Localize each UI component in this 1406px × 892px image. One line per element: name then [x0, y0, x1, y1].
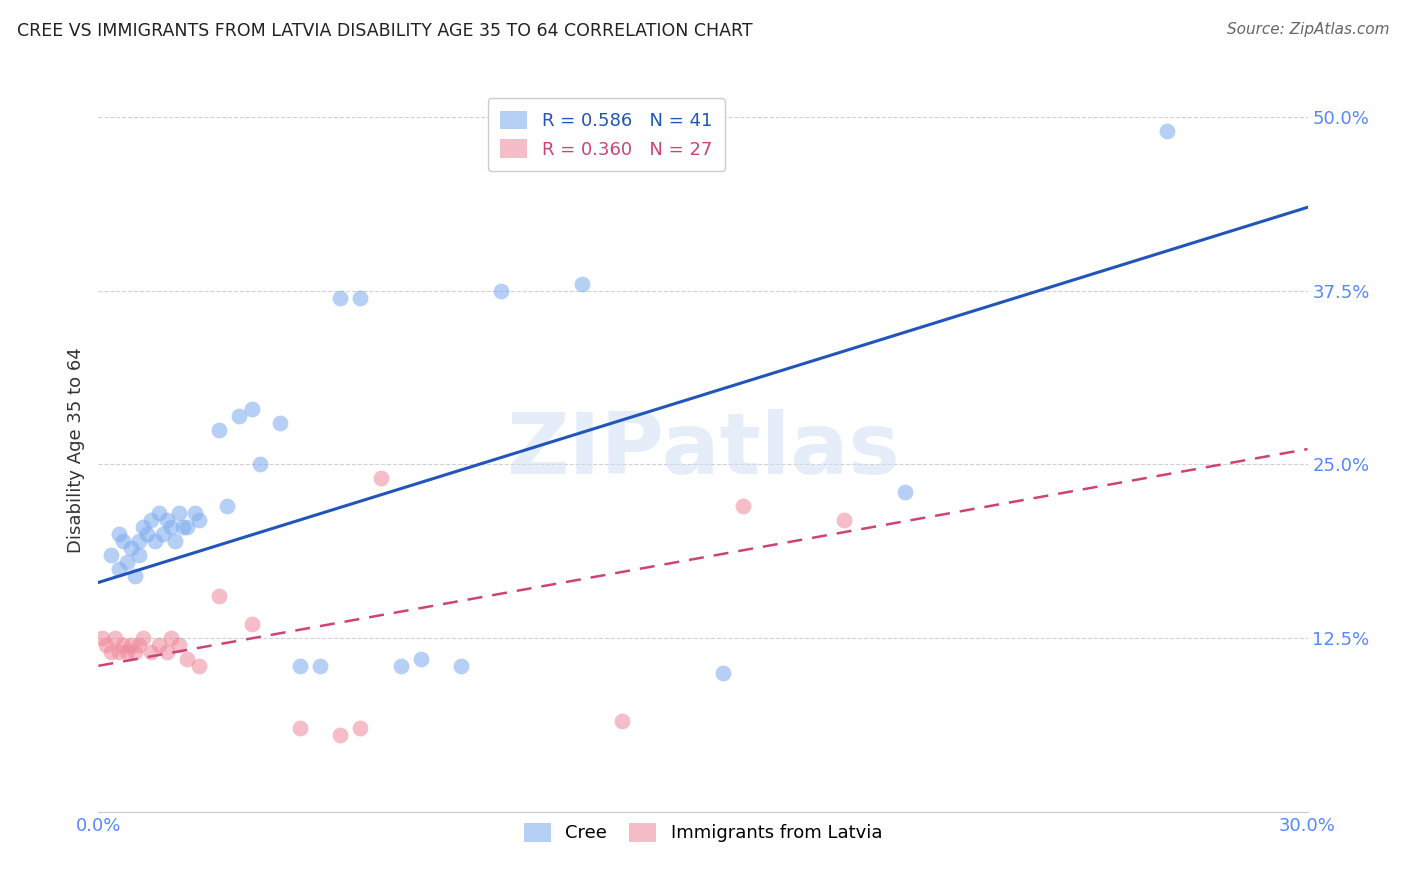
Point: [128, 638, 150, 652]
Point: [128, 533, 150, 548]
Point: [143, 533, 166, 548]
Point: [329, 291, 352, 305]
Point: [111, 533, 134, 548]
Y-axis label: Disability Age 35 to 64: Disability Age 35 to 64: [66, 348, 84, 553]
Point: [172, 520, 194, 534]
Point: [711, 665, 734, 680]
Point: [135, 526, 157, 541]
Point: [288, 658, 311, 673]
Point: [450, 658, 472, 673]
Point: [156, 513, 179, 527]
Point: [893, 485, 915, 500]
Point: [124, 645, 146, 659]
Point: [1156, 124, 1178, 138]
Point: [309, 658, 332, 673]
Point: [148, 506, 170, 520]
Point: [832, 513, 855, 527]
Point: [132, 520, 155, 534]
Point: [132, 631, 155, 645]
Text: CREE VS IMMIGRANTS FROM LATVIA DISABILITY AGE 35 TO 64 CORRELATION CHART: CREE VS IMMIGRANTS FROM LATVIA DISABILIT…: [17, 22, 752, 40]
Point: [139, 645, 162, 659]
Point: [208, 590, 231, 604]
Point: [96, 638, 118, 652]
Point: [128, 548, 150, 562]
Point: [163, 533, 186, 548]
Text: Source: ZipAtlas.com: Source: ZipAtlas.com: [1226, 22, 1389, 37]
Point: [217, 499, 239, 513]
Point: [188, 513, 211, 527]
Point: [612, 714, 634, 729]
Point: [107, 526, 129, 541]
Point: [370, 471, 392, 485]
Point: [733, 499, 755, 513]
Point: [148, 638, 170, 652]
Point: [184, 506, 207, 520]
Point: [100, 548, 122, 562]
Point: [107, 561, 129, 575]
Point: [103, 631, 125, 645]
Point: [571, 277, 593, 291]
Point: [329, 728, 352, 742]
Point: [156, 645, 179, 659]
Point: [491, 284, 513, 298]
Point: [139, 513, 162, 527]
Point: [269, 416, 291, 430]
Point: [115, 555, 138, 569]
Point: [409, 652, 432, 666]
Point: [160, 631, 183, 645]
Point: [240, 401, 263, 416]
Point: [228, 409, 250, 423]
Point: [100, 645, 122, 659]
Point: [349, 722, 371, 736]
Point: [107, 645, 129, 659]
Point: [152, 526, 174, 541]
Point: [240, 617, 263, 632]
Point: [120, 638, 142, 652]
Legend: Cree, Immigrants from Latvia: Cree, Immigrants from Latvia: [513, 813, 893, 854]
Text: ZIPatlas: ZIPatlas: [506, 409, 900, 492]
Point: [91, 631, 114, 645]
Point: [167, 638, 190, 652]
Point: [349, 291, 371, 305]
Point: [249, 458, 271, 472]
Point: [111, 638, 134, 652]
Point: [176, 520, 198, 534]
Point: [115, 645, 138, 659]
Point: [160, 520, 183, 534]
Point: [124, 568, 146, 582]
Point: [188, 658, 211, 673]
Point: [167, 506, 190, 520]
Point: [389, 658, 412, 673]
Point: [176, 652, 198, 666]
Point: [208, 423, 231, 437]
Point: [288, 722, 311, 736]
Point: [120, 541, 142, 555]
